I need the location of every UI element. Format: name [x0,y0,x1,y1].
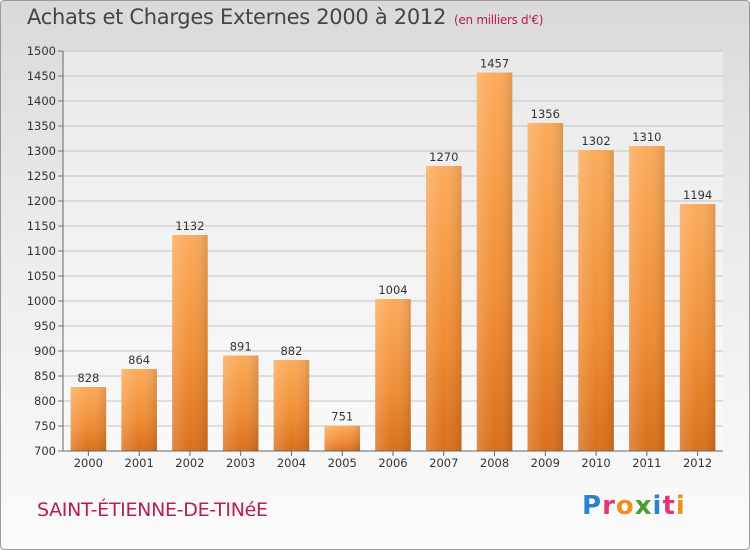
x-tick-label: 2011 [632,456,661,470]
data-label: 1004 [378,283,407,297]
data-label: 1302 [581,134,610,148]
logo-letter: P [582,491,603,521]
x-tick-label: 2002 [175,456,204,470]
y-tick-label: 800 [34,394,56,408]
y-tick-label: 750 [34,419,56,433]
data-label: 1194 [683,188,712,202]
bar-shade [476,72,513,451]
logo-letter: x [634,491,653,521]
y-tick-label: 1150 [27,219,56,233]
bar-shade [70,387,107,451]
bar-shade [375,299,411,451]
logo-letter: t [662,491,676,521]
data-label: 1310 [632,130,661,144]
data-label: 1356 [531,107,560,121]
chart-title-text: Achats et Charges Externes 2000 à 2012 [27,5,447,29]
data-label: 1457 [480,57,509,71]
y-tick-label: 850 [34,369,56,383]
bar-shade [121,369,157,451]
chart-title: Achats et Charges Externes 2000 à 2012 (e… [27,5,543,29]
x-tick-label: 2008 [480,456,509,470]
bar-shade [527,123,564,451]
x-tick-label: 2004 [277,456,306,470]
y-axis: 700 750 800 850 900 950 1000 1050 1100 1150 1200 12… [27,44,64,458]
data-label: 864 [128,353,150,367]
chart-subtitle: (en milliers d'€) [454,13,544,27]
logo-letter: i [675,491,686,521]
bar-shade [324,425,360,451]
y-tick-label: 1450 [27,69,56,83]
city-name: SAINT-ÉTIENNE-DE-TINéE [37,499,268,521]
bars: 828 864 1132 891 882 751 1004 1270 1457 1356 1302 1… [70,57,716,451]
x-tick-label: 2001 [125,456,154,470]
x-tick-label: 2010 [581,456,610,470]
x-tick-label: 2000 [74,456,103,470]
data-label: 882 [280,344,302,358]
y-tick-label: 1350 [27,119,56,133]
data-label: 751 [331,410,353,424]
bar-shade [679,204,716,451]
x-tick-label: 2005 [328,456,357,470]
data-label: 828 [77,371,99,385]
x-tick-label: 2009 [531,456,560,470]
bar-shade [426,166,462,451]
bar-shade [578,150,614,451]
y-tick-label: 1000 [27,294,56,308]
x-tick-label: 2012 [683,456,712,470]
logo-letter: i [652,491,663,521]
bar-shade [273,360,310,451]
bar-shade [172,235,208,451]
y-tick-label: 1050 [27,269,56,283]
y-tick-label: 900 [34,344,56,358]
y-tick-label: 1200 [27,194,56,208]
y-tick-label: 1250 [27,169,56,183]
logo-letter: r [602,491,616,521]
x-axis: 2000 2001 2002 2003 2004 2005 2006 2007 2008 2009… [63,450,723,470]
logo-letter: o [615,491,635,521]
data-label: 1132 [175,219,204,233]
data-label: 891 [230,340,252,354]
x-tick-label: 2006 [378,456,407,470]
y-tick-label: 950 [34,319,56,333]
y-tick-label: 1100 [27,244,56,258]
proxiti-logo: Proxiti [582,491,686,521]
y-tick-label: 1400 [27,94,56,108]
data-label: 1270 [429,150,458,164]
x-tick-label: 2007 [429,456,458,470]
y-tick-label: 700 [34,444,56,458]
bar-shade [222,355,259,451]
y-tick-label: 1300 [27,144,56,158]
y-tick-label: 1500 [27,44,56,58]
bar-shade [629,146,665,451]
x-tick-label: 2003 [226,456,255,470]
